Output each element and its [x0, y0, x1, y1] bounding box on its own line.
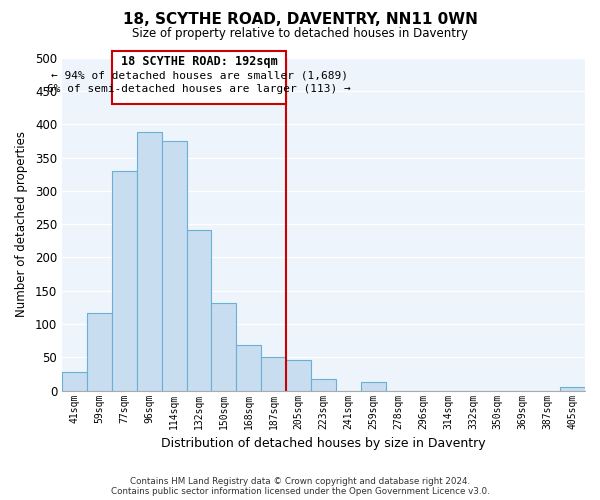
Text: 6% of semi-detached houses are larger (113) →: 6% of semi-detached houses are larger (1…	[47, 84, 351, 94]
X-axis label: Distribution of detached houses by size in Daventry: Distribution of detached houses by size …	[161, 437, 486, 450]
Bar	[286, 360, 311, 390]
Text: 18 SCYTHE ROAD: 192sqm: 18 SCYTHE ROAD: 192sqm	[121, 54, 277, 68]
Bar	[161, 141, 187, 390]
Text: Contains HM Land Registry data © Crown copyright and database right 2024.: Contains HM Land Registry data © Crown c…	[130, 477, 470, 486]
Bar	[560, 388, 585, 390]
Text: ← 94% of detached houses are smaller (1,689): ← 94% of detached houses are smaller (1,…	[50, 70, 347, 80]
Text: 18, SCYTHE ROAD, DAVENTRY, NN11 0WN: 18, SCYTHE ROAD, DAVENTRY, NN11 0WN	[122, 12, 478, 28]
Bar	[311, 378, 336, 390]
Bar	[211, 302, 236, 390]
Y-axis label: Number of detached properties: Number of detached properties	[15, 131, 28, 317]
Bar	[87, 312, 112, 390]
Bar	[361, 382, 386, 390]
Bar	[137, 132, 161, 390]
FancyBboxPatch shape	[112, 51, 286, 104]
Bar	[187, 230, 211, 390]
Text: Contains public sector information licensed under the Open Government Licence v3: Contains public sector information licen…	[110, 487, 490, 496]
Bar	[62, 372, 87, 390]
Bar	[261, 358, 286, 390]
Bar	[112, 171, 137, 390]
Bar	[236, 344, 261, 391]
Text: Size of property relative to detached houses in Daventry: Size of property relative to detached ho…	[132, 28, 468, 40]
